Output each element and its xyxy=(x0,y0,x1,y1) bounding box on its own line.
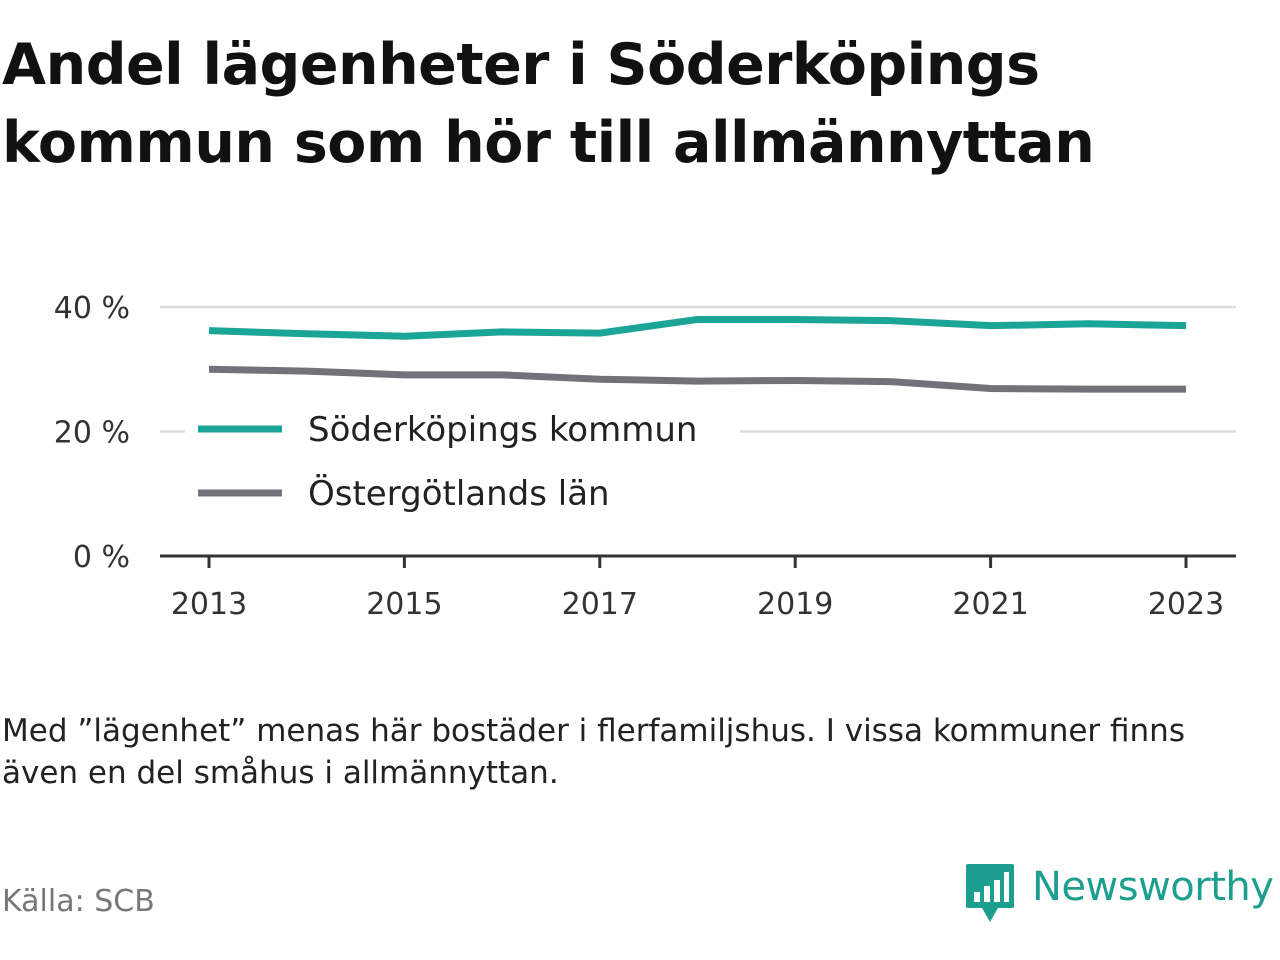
axes: 0 % 20 % 40 % 2013 2015 2017 2019 2021 2023 xyxy=(54,291,1236,622)
legend-background xyxy=(185,400,740,520)
legend-label-1: Söderköpings kommun xyxy=(308,410,697,450)
brand-name: Newsworthy xyxy=(1032,864,1274,910)
legend: Söderköpings kommun Östergötlands län xyxy=(185,400,740,520)
chart-title-line-2: kommun som hör till allmännyttan xyxy=(2,110,1095,176)
line-chart: 0 % 20 % 40 % 2013 2015 2017 2019 2021 2023 Söde… xyxy=(54,291,1236,622)
series-line-2 xyxy=(208,365,1186,393)
x-tick-label: 2023 xyxy=(1148,587,1224,622)
chart-note-line-1: Med ”lägenhet” menas här bostäder i fler… xyxy=(2,713,1185,749)
series-line-1 xyxy=(208,315,1187,340)
chart-note: Med ”lägenhet” menas här bostäder i fler… xyxy=(2,710,1262,794)
x-tick-label: 2019 xyxy=(757,587,833,622)
legend-label-2: Östergötlands län xyxy=(308,473,610,514)
newsworthy-logo-icon xyxy=(966,864,1014,922)
y-tick-label: 0 % xyxy=(73,540,130,575)
x-tick-label: 2013 xyxy=(171,587,247,622)
y-tick-label: 40 % xyxy=(54,291,130,326)
x-tick-label: 2021 xyxy=(952,587,1028,622)
x-tick-label: 2017 xyxy=(562,587,638,622)
chart-title-line-1: Andel lägenheter i Söderköpings xyxy=(2,32,1040,98)
chart-note-line-2: även en del småhus i allmännyttan. xyxy=(2,755,559,791)
x-tick-label: 2015 xyxy=(366,587,442,622)
series-lines xyxy=(208,315,1187,393)
brand-logo: Newsworthy xyxy=(964,862,1274,928)
y-tick-label: 20 % xyxy=(54,416,130,451)
source-label: Källa: SCB xyxy=(2,884,155,919)
chart-title: Andel lägenheter i Söderköpings kommun s… xyxy=(2,26,1272,182)
